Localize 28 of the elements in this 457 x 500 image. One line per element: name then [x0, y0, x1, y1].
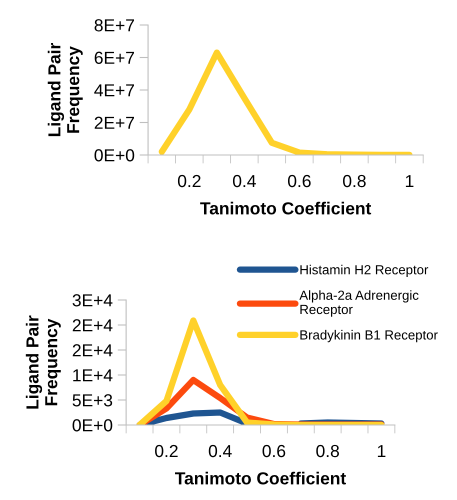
y-tick-label: 6E+7 [94, 52, 134, 64]
y-tick-label: 1E+4 [73, 369, 112, 382]
legend-label: Bradykinin B1 Receptor [300, 330, 438, 342]
x-axis-title: Tanimoto Coefficient [200, 202, 372, 214]
legend-label: Alpha-2a Adrenergic Receptor [299, 290, 419, 317]
x-tick-label: 0.4 [232, 174, 256, 188]
x-tick-label: 0.2 [155, 444, 178, 458]
y-tick-label: 0E+0 [72, 419, 112, 432]
x-tick-label: 0.8 [316, 444, 339, 458]
x-tick-label: 0.8 [343, 174, 366, 188]
y-tick-label: 0E+0 [94, 149, 134, 162]
y-axis-title: Ligand Pair Frequency [26, 315, 61, 409]
y-tick-label: 2E+4 [72, 344, 112, 356]
y-tick-label: 3E+4 [72, 294, 112, 306]
x-tick-label: 0.6 [262, 444, 286, 458]
x-tick-label: 0.2 [178, 174, 201, 188]
y-tick-label: 2E+7 [94, 116, 134, 129]
y-tick-label: 5E+3 [72, 394, 112, 406]
x-tick-label: 0.4 [208, 444, 232, 458]
x-tick-label: 1 [378, 445, 386, 458]
y-axis-title: Ligand Pair Frequency [48, 42, 83, 136]
legend-label: Histamin H2 Receptor [300, 264, 428, 278]
x-tick-label: 0.6 [288, 174, 311, 188]
y-tick-label: 4E+7 [94, 84, 134, 96]
y-tick-label: 8E+7 [94, 19, 134, 32]
x-axis-title: Tanimoto Coefficient [175, 472, 346, 484]
x-tick-label: 1 [406, 175, 414, 188]
y-tick-label: 2E+4 [72, 319, 112, 332]
